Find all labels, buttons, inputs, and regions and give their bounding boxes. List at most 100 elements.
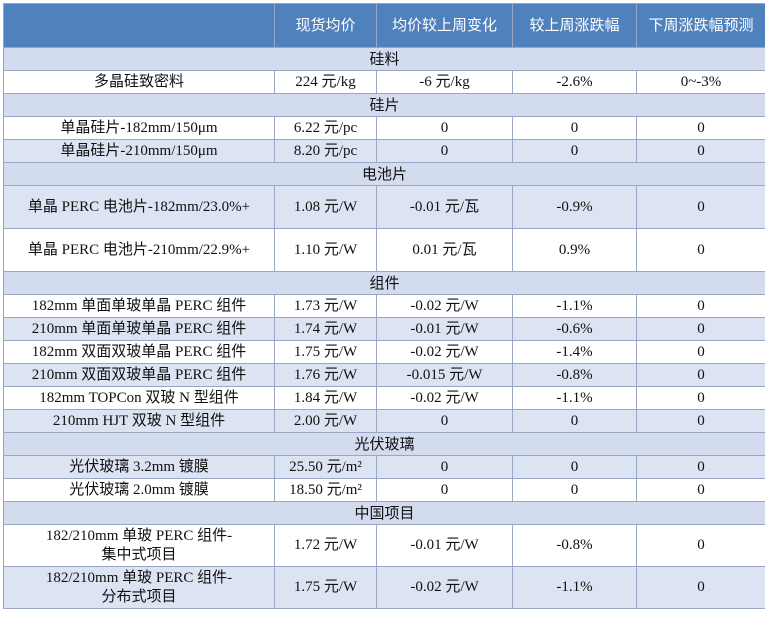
spot-price: 224 元/kg [275, 71, 377, 94]
next-week-forecast: 0 [637, 456, 765, 479]
spot-price: 1.10 元/W [275, 229, 377, 272]
product-name: 光伏玻璃 2.0mm 镀膜 [4, 479, 275, 502]
table-row: 182/210mm 单玻 PERC 组件- 集中式项目 1.72 元/W -0.… [4, 525, 765, 567]
next-week-forecast: 0 [637, 318, 765, 341]
product-name: 210mm HJT 双玻 N 型组件 [4, 410, 275, 433]
product-name: 182mm TOPCon 双玻 N 型组件 [4, 387, 275, 410]
weekly-change: -0.01 元/W [377, 525, 513, 567]
spot-price: 1.76 元/W [275, 364, 377, 387]
spot-price: 2.00 元/W [275, 410, 377, 433]
next-week-forecast: 0 [637, 410, 765, 433]
section-row: 光伏玻璃 [4, 433, 765, 456]
weekly-change: -0.02 元/W [377, 295, 513, 318]
spot-price: 6.22 元/pc [275, 117, 377, 140]
next-week-forecast: 0 [637, 295, 765, 318]
spot-price: 1.73 元/W [275, 295, 377, 318]
section-title: 硅片 [4, 94, 765, 117]
header-cell-next-week-forecast: 下周涨跌幅预测 [637, 4, 765, 48]
weekly-pct: -2.6% [513, 71, 637, 94]
weekly-change: 0 [377, 456, 513, 479]
next-week-forecast: 0 [637, 387, 765, 410]
weekly-pct: -1.1% [513, 295, 637, 318]
weekly-pct: -0.8% [513, 525, 637, 567]
table-row: 多晶硅致密料 224 元/kg -6 元/kg -2.6% 0~-3% [4, 71, 765, 94]
table-row: 182mm 单面单玻单晶 PERC 组件 1.73 元/W -0.02 元/W … [4, 295, 765, 318]
table-row: 单晶硅片-210mm/150μm 8.20 元/pc 0 0 0 [4, 140, 765, 163]
table-row: 单晶硅片-182mm/150μm 6.22 元/pc 0 0 0 [4, 117, 765, 140]
weekly-pct: -0.9% [513, 186, 637, 229]
weekly-change: -0.02 元/W [377, 567, 513, 609]
weekly-pct: 0 [513, 410, 637, 433]
section-row: 硅料 [4, 48, 765, 71]
spot-price: 1.72 元/W [275, 525, 377, 567]
weekly-change: 0 [377, 140, 513, 163]
table-row: 210mm HJT 双玻 N 型组件 2.00 元/W 0 0 0 [4, 410, 765, 433]
next-week-forecast: 0 [637, 229, 765, 272]
table-row: 182mm TOPCon 双玻 N 型组件 1.84 元/W -0.02 元/W… [4, 387, 765, 410]
spot-price: 1.75 元/W [275, 341, 377, 364]
product-name: 光伏玻璃 3.2mm 镀膜 [4, 456, 275, 479]
next-week-forecast: 0 [637, 341, 765, 364]
product-name: 210mm 双面双玻单晶 PERC 组件 [4, 364, 275, 387]
table-row: 182/210mm 单玻 PERC 组件- 分布式项目 1.75 元/W -0.… [4, 567, 765, 609]
product-name: 182/210mm 单玻 PERC 组件- 分布式项目 [4, 567, 275, 609]
header-cell-spot-price: 现货均价 [275, 4, 377, 48]
table-row: 单晶 PERC 电池片-182mm/23.0%+ 1.08 元/W -0.01 … [4, 186, 765, 229]
section-row: 硅片 [4, 94, 765, 117]
weekly-pct: 0 [513, 456, 637, 479]
weekly-change: 0 [377, 410, 513, 433]
weekly-pct: 0.9% [513, 229, 637, 272]
section-row: 中国项目 [4, 502, 765, 525]
table-row: 单晶 PERC 电池片-210mm/22.9%+ 1.10 元/W 0.01 元… [4, 229, 765, 272]
section-title: 中国项目 [4, 502, 765, 525]
table-row: 210mm 双面双玻单晶 PERC 组件 1.76 元/W -0.015 元/W… [4, 364, 765, 387]
weekly-change: 0 [377, 117, 513, 140]
table-row: 210mm 单面单玻单晶 PERC 组件 1.74 元/W -0.01 元/W … [4, 318, 765, 341]
weekly-change: -0.02 元/W [377, 341, 513, 364]
spot-price: 8.20 元/pc [275, 140, 377, 163]
weekly-change: -6 元/kg [377, 71, 513, 94]
table-row: 光伏玻璃 3.2mm 镀膜 25.50 元/m² 0 0 0 [4, 456, 765, 479]
next-week-forecast: 0 [637, 567, 765, 609]
spot-price: 1.08 元/W [275, 186, 377, 229]
section-title: 光伏玻璃 [4, 433, 765, 456]
spot-price: 18.50 元/m² [275, 479, 377, 502]
table-row: 182mm 双面双玻单晶 PERC 组件 1.75 元/W -0.02 元/W … [4, 341, 765, 364]
section-title: 组件 [4, 272, 765, 295]
weekly-change: -0.01 元/瓦 [377, 186, 513, 229]
next-week-forecast: 0 [637, 117, 765, 140]
header-cell-weekly-change: 均价较上周变化 [377, 4, 513, 48]
weekly-change: 0 [377, 479, 513, 502]
weekly-pct: 0 [513, 479, 637, 502]
spot-price: 1.74 元/W [275, 318, 377, 341]
next-week-forecast: 0 [637, 186, 765, 229]
weekly-pct: -1.1% [513, 567, 637, 609]
spot-price: 25.50 元/m² [275, 456, 377, 479]
next-week-forecast: 0 [637, 525, 765, 567]
weekly-pct: -0.6% [513, 318, 637, 341]
weekly-change: -0.015 元/W [377, 364, 513, 387]
section-row: 组件 [4, 272, 765, 295]
weekly-change: -0.01 元/W [377, 318, 513, 341]
product-name: 182mm 双面双玻单晶 PERC 组件 [4, 341, 275, 364]
weekly-pct: 0 [513, 117, 637, 140]
weekly-change: -0.02 元/W [377, 387, 513, 410]
product-name: 210mm 单面单玻单晶 PERC 组件 [4, 318, 275, 341]
product-name: 182/210mm 单玻 PERC 组件- 集中式项目 [4, 525, 275, 567]
header-cell-item [4, 4, 275, 48]
next-week-forecast: 0 [637, 364, 765, 387]
weekly-pct: 0 [513, 140, 637, 163]
header-cell-weekly-pct: 较上周涨跌幅 [513, 4, 637, 48]
header-row: 现货均价 均价较上周变化 较上周涨跌幅 下周涨跌幅预测 [4, 4, 765, 48]
product-name: 多晶硅致密料 [4, 71, 275, 94]
weekly-pct: -1.1% [513, 387, 637, 410]
next-week-forecast: 0 [637, 140, 765, 163]
price-table: 现货均价 均价较上周变化 较上周涨跌幅 下周涨跌幅预测 硅料 多晶硅致密料 22… [3, 3, 765, 609]
weekly-change: 0.01 元/瓦 [377, 229, 513, 272]
spot-price: 1.75 元/W [275, 567, 377, 609]
section-title: 硅料 [4, 48, 765, 71]
section-row: 电池片 [4, 163, 765, 186]
next-week-forecast: 0 [637, 479, 765, 502]
spot-price: 1.84 元/W [275, 387, 377, 410]
section-title: 电池片 [4, 163, 765, 186]
